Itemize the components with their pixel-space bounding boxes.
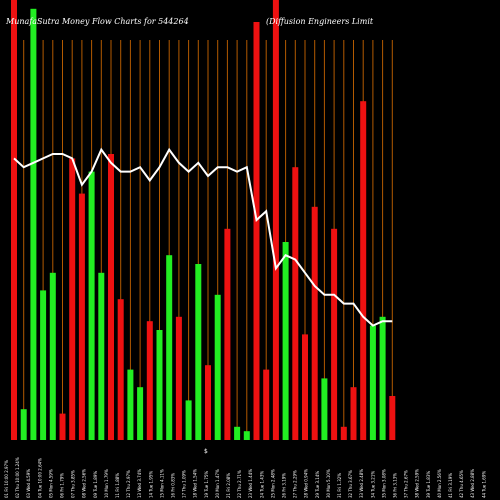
bar-red [360,101,367,440]
bar-green [88,171,95,440]
x-tick-label: 03 Wed 4.59% [26,469,31,498]
bar-green [49,272,56,440]
bar-red [340,426,347,440]
x-tick-label: 13 Wed 3.74% [137,469,142,498]
bar-red [253,22,260,440]
x-tick-label: 14 Tue 1.95% [148,471,153,498]
bar-red [331,228,338,440]
bar-red [146,321,153,440]
bar-red [108,154,114,440]
x-tick-label: 32 Thu 3.67% [348,470,353,498]
x-tick-label: 30 Mon 5.10% [326,469,331,498]
bar-red [78,193,85,440]
x-tick-label: 07 Thu 3.85% [71,470,76,498]
bar-green [156,330,163,440]
x-tick-label: 18 Wed 1.54% [193,469,198,498]
bar-red [350,387,357,440]
x-tick-label: 44 Tue 1.69% [481,471,486,498]
x-tick-label: 19 Tue 1.75% [204,471,209,498]
x-tick-label: 27 Thu 2.29% [293,470,298,498]
bar-green [137,387,144,440]
bar-red [175,316,182,440]
bar-red [59,413,66,440]
bar-green [369,325,376,440]
center-mark: $ [204,448,208,455]
x-tick-label: 12 Thu 2.97% [126,470,131,498]
bar-red [302,334,308,440]
x-tick-label: 31 Fri 1.32% [337,473,342,498]
x-tick-label: 17 Thu 1.09% [182,470,187,498]
chart-title-left: MunafaSutra Money Flow Charts for 544264 [5,17,189,26]
x-tick-label: 02 Thu 10:00 1.24% [15,457,20,498]
x-tick-label: 43 Wed 2.88% [470,469,475,498]
bar-red [205,365,211,440]
bar-green [214,294,221,440]
x-tick-label: 20 Mon 1.47% [215,469,220,498]
x-tick-label: 28 Wed 0.94% [304,469,309,498]
x-tick-label: 08 Wed 2.56% [82,469,87,498]
x-tick-label: 36 Fri 3.13% [393,473,398,498]
bars [11,0,396,441]
x-tick-label: 22 Thu 2.71% [237,470,242,498]
x-tick-label: 04 Tue 10:00 2.64% [37,458,42,498]
price-line [13,147,393,327]
bar-green [282,242,289,440]
x-tick-label: 25 Mon 2.48% [270,469,275,498]
bar-green [321,378,328,440]
bar-green [166,255,173,440]
x-tick-label: 39 Tue 1.83% [426,471,431,498]
bar-red [263,369,270,440]
bar-red [117,299,124,440]
bar-green [98,272,105,440]
bar-red [224,228,231,440]
x-tick-labels: 01 Fri 10:00 2.97% 02 Thu 10:00 1.24% 03 W… [4,457,486,498]
price-line-path [13,147,393,327]
x-tick-label: 35 Mon 3.08% [381,469,386,498]
bar-green [20,409,27,440]
x-tick-label: 01 Fri 10:00 2.97% [4,460,9,498]
x-tick-label: 29 Tue 3.14% [315,471,320,498]
bar-green [243,431,250,440]
bar-green [195,264,202,440]
x-tick-label: 10 Mon 1.79% [104,469,109,498]
bar-green [234,426,241,440]
bar-green [379,316,386,440]
x-tick-label: 40 Mon 2.56% [437,469,442,498]
x-tick-label: 15 Mon 4.11% [159,469,164,498]
chart-title-right: (Diffusion Engineers Limit [266,17,374,26]
x-tick-label: 11 Fri 1.88% [115,473,120,498]
bar-red [292,167,299,440]
bar-red [389,396,396,440]
x-tick-label: 06 Fri 1.79% [60,473,65,498]
bar-red [272,0,279,440]
x-tick-label: 34 Tue 3.21% [370,471,375,498]
x-tick-label: 09 Tue 1.89% [93,471,98,498]
x-tick-label: 42 Thu 4.65% [459,470,464,498]
bar-green [185,400,192,440]
x-tick-label: 37 Thu 2.67% [404,470,409,498]
bar-red [69,158,76,440]
x-tick-label: 05 Mon 4.59% [48,469,53,498]
x-tick-label: 16 Fri 0.83% [171,473,176,498]
bar-green [40,290,47,440]
x-tick-label: 23 Wed 1.44% [248,469,253,498]
bar-red [311,206,318,440]
x-tick-label: 41 Fri 3.19% [448,473,453,498]
x-tick-label: 26 Fri 3.19% [282,473,287,498]
x-tick-label: 33 Wed 2.48% [359,469,364,498]
bar-green [30,8,37,441]
x-tick-label: 24 Tue 1.43% [259,471,264,498]
x-tick-label: 38 Wed 2.59% [415,469,420,498]
x-tick-label: 21 Fri 2.08% [226,473,231,498]
bar-red [11,0,17,440]
bar-green [127,369,134,440]
